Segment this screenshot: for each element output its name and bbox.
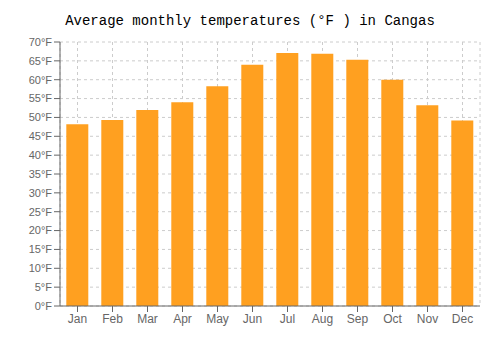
svg-text:60°F: 60°F [29, 74, 53, 86]
svg-text:20°F: 20°F [29, 224, 53, 236]
svg-text:Oct: Oct [383, 312, 402, 326]
svg-text:May: May [206, 312, 229, 326]
svg-text:15°F: 15°F [29, 243, 53, 255]
svg-text:70°F: 70°F [29, 36, 53, 48]
svg-text:Sep: Sep [347, 312, 369, 326]
svg-text:5°F: 5°F [35, 281, 53, 293]
svg-text:40°F: 40°F [29, 149, 53, 161]
svg-text:Jun: Jun [243, 312, 262, 326]
svg-text:Dec: Dec [452, 312, 473, 326]
svg-text:Jan: Jan [68, 312, 87, 326]
svg-text:Jul: Jul [280, 312, 295, 326]
svg-text:55°F: 55°F [29, 92, 53, 104]
svg-text:25°F: 25°F [29, 206, 53, 218]
svg-text:35°F: 35°F [29, 168, 53, 180]
svg-text:10°F: 10°F [29, 262, 53, 274]
svg-text:Aug: Aug [312, 312, 333, 326]
svg-text:50°F: 50°F [29, 111, 53, 123]
svg-text:Apr: Apr [173, 312, 192, 326]
html-text:Average monthly temperatures (: Average monthly temperatures (°F ) in Ca… [65, 13, 435, 29]
svg-text:Nov: Nov [417, 312, 438, 326]
svg-text:Feb: Feb [102, 312, 123, 326]
svg-text:65°F: 65°F [29, 55, 53, 67]
svg-text:0°F: 0°F [35, 300, 53, 312]
svg-text:Mar: Mar [137, 312, 158, 326]
svg-text:45°F: 45°F [29, 130, 53, 142]
svg-text:30°F: 30°F [29, 187, 53, 199]
